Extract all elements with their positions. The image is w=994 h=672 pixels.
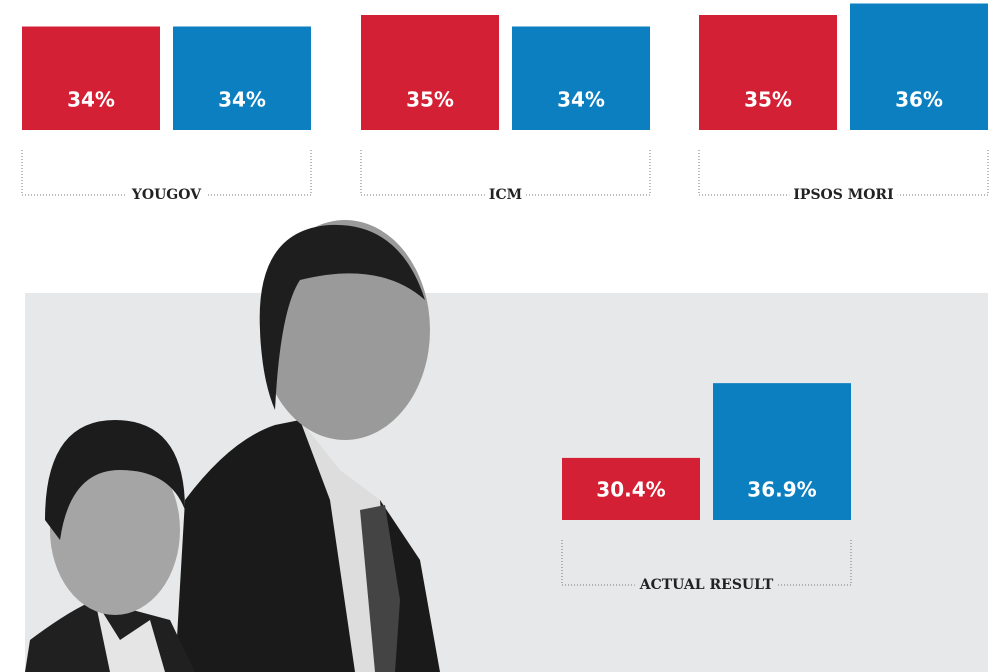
group-label: ACTUAL RESULT [639, 577, 774, 593]
bar [512, 26, 650, 130]
label-bg [126, 187, 207, 203]
bar [850, 3, 988, 130]
bar [361, 15, 499, 130]
value-label: 35% [406, 88, 454, 112]
bar [562, 457, 700, 520]
value-label: 36% [895, 88, 943, 112]
bar [699, 15, 837, 130]
value-label: 34% [67, 88, 115, 112]
bar [713, 383, 851, 520]
value-label: 34% [557, 88, 605, 112]
bar [173, 26, 311, 130]
value-label: 36.9% [747, 478, 816, 502]
value-label: 35% [744, 88, 792, 112]
label-bg [484, 187, 527, 203]
photo [25, 220, 440, 672]
bar [22, 26, 160, 130]
value-label: 34% [218, 88, 266, 112]
group-label: YOUGOV [131, 187, 202, 203]
label-bg [634, 577, 778, 593]
group-label: IPSOS MORI [793, 187, 893, 203]
value-label: 30.4% [596, 478, 665, 502]
group-label: ICM [489, 187, 522, 203]
label-bg [789, 187, 898, 203]
